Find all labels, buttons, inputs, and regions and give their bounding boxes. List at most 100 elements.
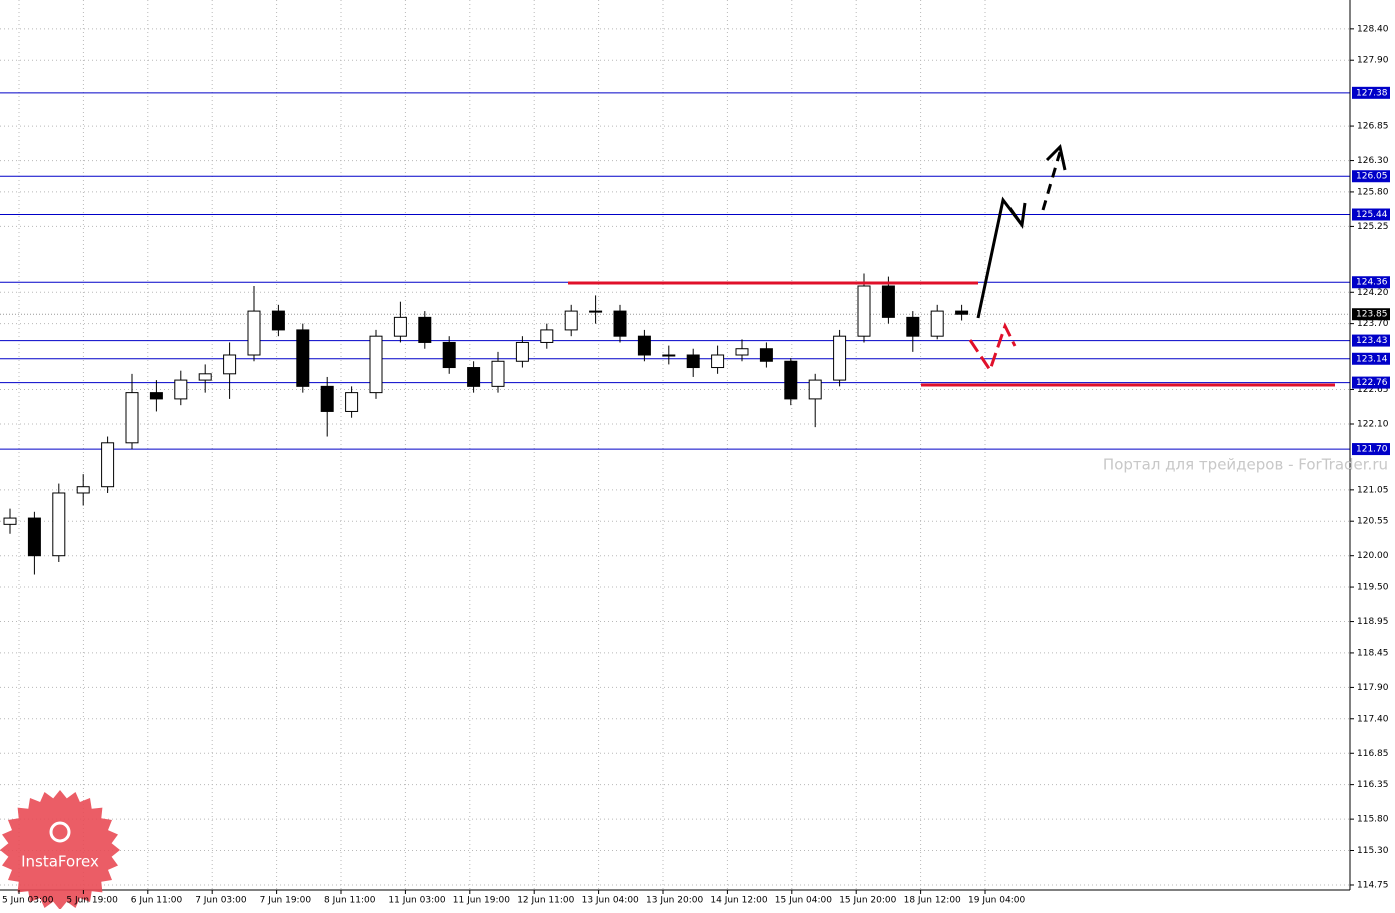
- level-tag: [1352, 276, 1390, 289]
- y-tick-label: 116.85: [1357, 749, 1389, 759]
- candle-body: [637, 335, 651, 356]
- candle-body: [857, 285, 871, 337]
- x-tick-label: 6 Jun 11:00: [131, 896, 183, 906]
- watermark: Портал для трейдеров - ForTrader.ru: [1103, 456, 1388, 474]
- x-tick-label: 13 Jun 04:00: [582, 896, 639, 906]
- y-tick-label: 126.85: [1357, 122, 1389, 132]
- y-tick-label: 126.30: [1357, 156, 1389, 166]
- x-tick-label: 11 Jun 03:00: [388, 896, 445, 906]
- x-tick-label: 5 Jun 03:00: [2, 896, 54, 906]
- y-tick-label: 125.80: [1357, 187, 1389, 197]
- candle-body: [930, 310, 944, 337]
- candle-body: [467, 367, 481, 387]
- x-tick-label: 19 Jun 04:00: [968, 896, 1025, 906]
- y-tick-label: 125.25: [1357, 222, 1389, 232]
- y-tick-label: 115.30: [1357, 846, 1389, 856]
- candle-body: [27, 517, 41, 557]
- candle-body: [369, 335, 383, 394]
- candle-body: [589, 310, 603, 313]
- candle-body: [198, 373, 212, 381]
- candle-body: [52, 492, 66, 557]
- current-price-tag: [1352, 308, 1390, 321]
- logo-icon: [49, 821, 71, 843]
- level-label: 126.05: [1356, 172, 1388, 182]
- candle-body: [540, 329, 554, 343]
- candle-body: [906, 316, 920, 337]
- candle-body: [686, 354, 700, 369]
- forecast-arrows: [568, 143, 1335, 387]
- x-tick-label: 5 Jun 19:00: [66, 896, 118, 906]
- level-tag: [1352, 208, 1390, 221]
- candle-body: [955, 310, 969, 315]
- y-tick-label: 120.00: [1357, 551, 1389, 561]
- x-tick-label: 14 Jun 12:00: [710, 896, 767, 906]
- candle-body: [345, 392, 359, 412]
- arrow-head: [1045, 143, 1067, 171]
- y-tick-label: 122.10: [1357, 419, 1389, 429]
- y-tick-label: 120.55: [1357, 517, 1389, 527]
- x-tick-label: 18 Jun 12:00: [904, 896, 961, 906]
- candle-body: [320, 385, 334, 412]
- candle-body: [491, 360, 505, 387]
- level-tag: [1352, 334, 1390, 347]
- x-tick-label: 12 Jun 11:00: [517, 896, 574, 906]
- candle-body: [149, 392, 163, 400]
- level-label: 123.14: [1356, 354, 1388, 364]
- candle-body: [662, 354, 676, 357]
- logo-text: InstaForex: [21, 853, 99, 871]
- y-tick-label: 127.90: [1357, 56, 1389, 66]
- x-tick-label: 15 Jun 04:00: [775, 896, 832, 906]
- y-tick-label: 128.40: [1357, 24, 1389, 34]
- level-tag: [1352, 376, 1390, 389]
- grid: [0, 0, 1350, 890]
- candle-body: [808, 379, 822, 400]
- marks: [0, 92, 1350, 575]
- candle-body: [418, 316, 432, 343]
- y-tick-label: 124.20: [1357, 288, 1389, 298]
- y-tick-label: 123.70: [1357, 319, 1389, 329]
- x-tick-label: 11 Jun 19:00: [453, 896, 510, 906]
- current-price-label: 123.85: [1356, 310, 1388, 320]
- x-tick-label: 13 Jun 20:00: [646, 896, 703, 906]
- x-tick-label: 15 Jun 20:00: [839, 896, 896, 906]
- x-tick-label: 7 Jun 19:00: [260, 896, 312, 906]
- candle-body: [125, 392, 139, 444]
- x-tick-label: 7 Jun 03:00: [195, 896, 247, 906]
- y-tick-label: 116.35: [1357, 780, 1389, 790]
- level-label: 127.38: [1356, 88, 1388, 98]
- level-label: 121.70: [1356, 445, 1388, 455]
- level-tag: [1352, 443, 1390, 456]
- candle-body: [101, 442, 115, 488]
- candle-body: [271, 310, 285, 331]
- level-tag: [1352, 86, 1390, 99]
- level-label: 125.44: [1356, 210, 1388, 220]
- candle-body: [515, 341, 529, 362]
- logo-badge: [0, 790, 120, 910]
- candle-body: [735, 348, 749, 356]
- candle-body: [759, 348, 773, 362]
- level-label: 124.36: [1356, 278, 1388, 288]
- x-tick-label: 8 Jun 11:00: [324, 896, 376, 906]
- candle-body: [247, 310, 261, 356]
- level-tag: [1352, 170, 1390, 183]
- candle-body: [296, 329, 310, 387]
- y-tick-label: 119.50: [1357, 583, 1389, 593]
- y-tick-label: 121.05: [1357, 485, 1389, 495]
- level-label: 122.76: [1356, 378, 1388, 388]
- candle-body: [223, 354, 237, 375]
- bear-arrow: [968, 322, 1017, 374]
- candle-body: [3, 517, 17, 525]
- level-tag: [1352, 352, 1390, 365]
- candle-body: [711, 354, 725, 369]
- y-tick-label: 114.75: [1357, 880, 1389, 890]
- y-tick-label: 118.95: [1357, 617, 1389, 627]
- logo: InstaForex: [0, 790, 120, 910]
- y-tick-label: 115.80: [1357, 815, 1389, 825]
- y-tick-label: 117.40: [1357, 714, 1389, 724]
- candle-body: [442, 341, 456, 369]
- level-label: 123.43: [1356, 336, 1388, 346]
- arrow-head: [1008, 202, 1027, 229]
- candle-body: [784, 360, 798, 400]
